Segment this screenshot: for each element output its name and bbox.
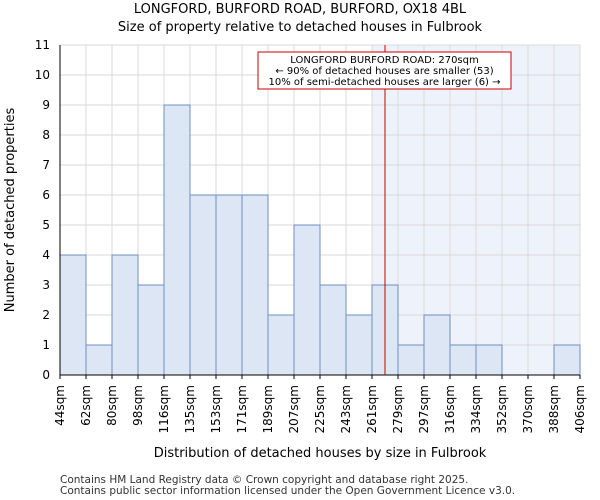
x-tick-label-316sqm: 316sqm	[443, 385, 457, 433]
x-tick-label-225sqm: 225sqm	[313, 385, 327, 433]
x-tick-label-62sqm: 62sqm	[79, 385, 93, 426]
x-tick-label-80sqm: 80sqm	[105, 385, 119, 426]
bar-334sqm	[475, 344, 503, 376]
x-tick-label-334sqm: 334sqm	[469, 385, 483, 433]
bar-44sqm	[59, 254, 87, 376]
bar-207sqm	[293, 224, 321, 376]
bar-135sqm	[189, 194, 217, 376]
y-axis-title: Number of detached properties	[3, 108, 18, 313]
x-tick-label-388sqm: 388sqm	[547, 385, 561, 433]
bar-80sqm	[111, 254, 139, 376]
x-tick-label-98sqm: 98sqm	[131, 385, 145, 426]
annotation-line-3: 10% of semi-detached houses are larger (…	[268, 77, 500, 88]
chart-subtitle: Size of property relative to detached ho…	[117, 20, 483, 35]
bar-279sqm	[397, 344, 425, 376]
y-tick-label-11: 11	[35, 38, 50, 52]
x-tick-label-370sqm: 370sqm	[521, 385, 535, 433]
bar-189sqm	[267, 314, 295, 376]
bar-62sqm	[85, 344, 113, 376]
bar-316sqm	[449, 344, 477, 376]
x-tick-label-153sqm: 153sqm	[209, 385, 223, 433]
annotation-line-1: LONGFORD BURFORD ROAD: 270sqm	[290, 55, 478, 66]
y-tick-label-8: 8	[42, 128, 50, 142]
x-tick-label-243sqm: 243sqm	[339, 385, 353, 433]
x-tick-label-116sqm: 116sqm	[157, 385, 171, 433]
y-tick-label-5: 5	[42, 218, 50, 232]
bar-98sqm	[137, 284, 165, 376]
footer-line-1: Contains HM Land Registry data © Crown c…	[60, 474, 469, 486]
bar-388sqm	[553, 344, 581, 376]
y-tick-label-9: 9	[42, 98, 50, 112]
x-tick-label-279sqm: 279sqm	[391, 385, 405, 433]
bar-116sqm	[163, 104, 191, 376]
y-tick-label-3: 3	[42, 278, 50, 292]
chart-title: LONGFORD, BURFORD ROAD, BURFORD, OX18 4B…	[133, 2, 467, 17]
y-tick-label-7: 7	[42, 158, 50, 172]
x-tick-label-171sqm: 171sqm	[235, 385, 249, 433]
y-tick-label-1: 1	[42, 338, 50, 352]
x-tick-label-297sqm: 297sqm	[417, 385, 431, 433]
x-tick-label-207sqm: 207sqm	[287, 385, 301, 433]
y-tick-label-10: 10	[35, 68, 50, 82]
footer-line-2: Contains public sector information licen…	[60, 485, 516, 497]
x-tick-label-189sqm: 189sqm	[261, 385, 275, 433]
bar-171sqm	[241, 194, 269, 376]
y-tick-label-4: 4	[42, 248, 50, 262]
bar-297sqm	[423, 314, 451, 376]
bar-243sqm	[345, 314, 373, 376]
x-tick-label-135sqm: 135sqm	[183, 385, 197, 433]
x-axis-title: Distribution of detached houses by size …	[154, 446, 487, 461]
bar-153sqm	[215, 194, 243, 376]
annotation-line-2: ← 90% of detached houses are smaller (53…	[275, 66, 493, 77]
y-tick-label-6: 6	[42, 188, 50, 202]
x-tick-label-406sqm: 406sqm	[573, 385, 587, 433]
y-tick-label-2: 2	[42, 308, 50, 322]
x-tick-label-261sqm: 261sqm	[365, 385, 379, 433]
annotation-box	[257, 51, 512, 90]
x-tick-label-352sqm: 352sqm	[495, 385, 509, 433]
bar-225sqm	[319, 284, 347, 376]
y-tick-label-0: 0	[42, 368, 50, 382]
x-tick-label-44sqm: 44sqm	[53, 385, 67, 426]
